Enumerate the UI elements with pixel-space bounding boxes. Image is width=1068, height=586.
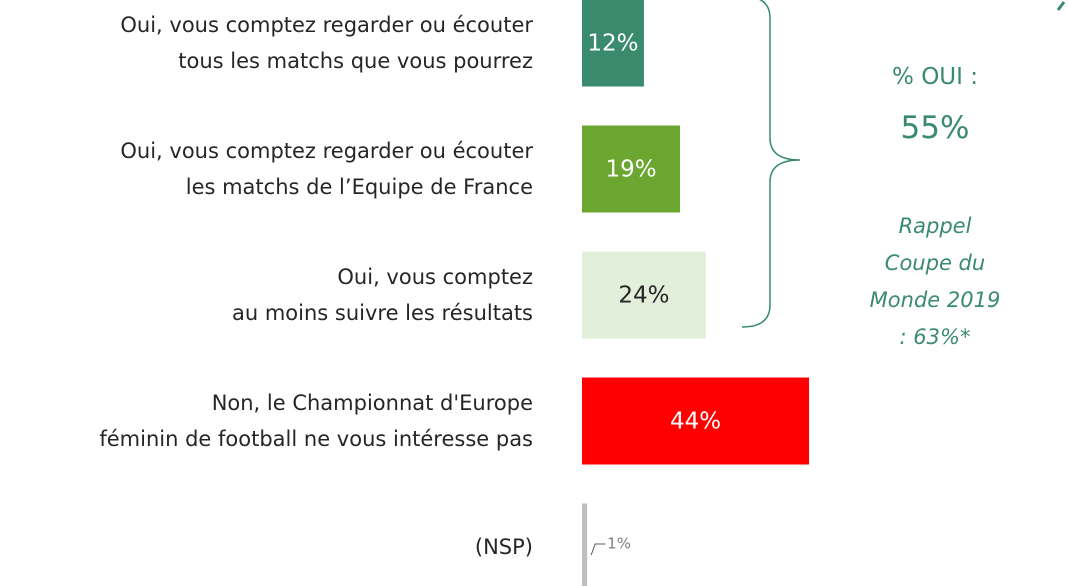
category-label: (NSP) (474, 535, 533, 559)
category-label: Oui, vous comptez regarder ou écouter le… (120, 139, 533, 199)
value-label: 12% (587, 31, 638, 57)
value-label: 1% (607, 535, 631, 553)
category-label: Oui, vous comptez au moins suivre les ré… (231, 265, 533, 325)
category-label: Non, le Championnat d'Europe féminin de … (99, 391, 533, 451)
category-label: Oui, vous comptez regarder ou écouter to… (120, 13, 533, 73)
value-label: 24% (618, 283, 669, 309)
bar (582, 503, 588, 586)
value-label: 19% (605, 157, 656, 183)
corner-mark (1056, 1, 1066, 11)
value-label: 44% (670, 409, 721, 435)
bar (582, 125, 681, 213)
bar (582, 377, 810, 465)
annotation: % OUI : (892, 64, 978, 90)
annotation-recall: Rappel Coupe du Monde 2019 : 63%* (869, 214, 1001, 349)
leader-line (590, 543, 606, 556)
bar (582, 0, 644, 87)
annotation-total: 55% (900, 110, 970, 146)
brace (741, 0, 801, 328)
bar (582, 251, 706, 339)
